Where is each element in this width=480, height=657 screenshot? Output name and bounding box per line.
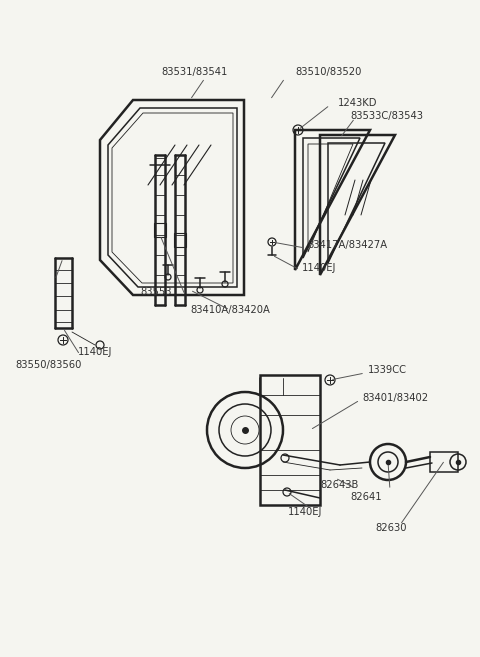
Text: 83510/83520: 83510/83520 [295, 67, 361, 77]
Text: 83550/83560: 83550/83560 [15, 360, 82, 370]
Text: 83401/83402: 83401/83402 [362, 393, 428, 403]
Text: 1243KD: 1243KD [338, 98, 377, 108]
Text: 82641: 82641 [350, 492, 382, 502]
Bar [174, 233, 186, 247]
Bar [154, 223, 166, 237]
Text: 1140EJ: 1140EJ [78, 347, 112, 357]
Text: 83553: 83553 [140, 287, 171, 297]
Text: 1339CC: 1339CC [368, 365, 407, 375]
Text: 82630: 82630 [375, 523, 407, 533]
Text: 82643B: 82643B [320, 480, 359, 490]
Text: 1140EJ: 1140EJ [302, 263, 336, 273]
Text: 83531/83541: 83531/83541 [162, 67, 228, 77]
Text: 83417A/83427A: 83417A/83427A [307, 240, 387, 250]
Text: 83533C/83543: 83533C/83543 [350, 111, 423, 121]
Text: 83410A/83420A: 83410A/83420A [190, 305, 270, 315]
Bar [260, 375, 320, 505]
Text: 1140EJ: 1140EJ [288, 507, 323, 517]
